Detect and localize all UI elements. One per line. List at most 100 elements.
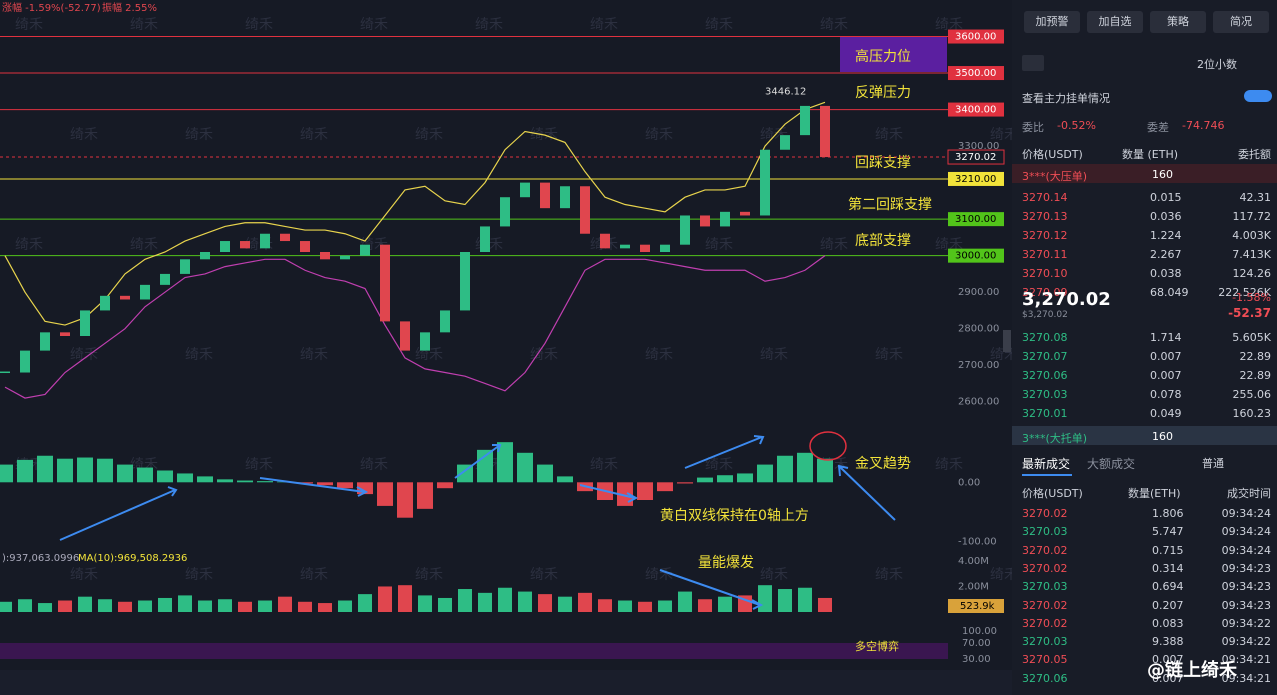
asks-cell: 1.224 [1150, 229, 1182, 242]
volume-bar [778, 589, 792, 612]
macd-bar [237, 480, 253, 483]
vol-ma10: MA(10):969,508.2936 [78, 553, 187, 564]
volume-bar [418, 595, 432, 612]
bids-cell: 3270.07 [1022, 350, 1068, 363]
trade-cell: 09:34:22 [1221, 616, 1271, 630]
asks-cell: 3270.09 [1022, 286, 1068, 299]
candle [700, 215, 710, 227]
watermark: 绮禾 [590, 17, 618, 33]
tab[interactable]: 大额成交 [1087, 457, 1136, 471]
candle [640, 244, 650, 252]
candle [160, 273, 170, 285]
macd-bar [457, 464, 473, 483]
trade-cell: 09:34:23 [1221, 561, 1271, 575]
bids-cell: 3270.01 [1022, 407, 1068, 420]
button[interactable]: 加预警 [1024, 11, 1080, 33]
y-tick-label: 2800.00 [958, 324, 999, 335]
macd-bar [697, 477, 713, 483]
watermark: 绮禾 [475, 17, 503, 33]
toggle[interactable] [1244, 90, 1272, 102]
candle [820, 105, 830, 158]
arrow [659, 569, 764, 610]
change-text: 涨幅 -1.59%(-52.77) [2, 1, 101, 14]
level-label-bg [948, 171, 1004, 186]
volume-bar [378, 586, 392, 612]
trade-cell: 09:34:24 [1221, 507, 1271, 520]
highlight-circle [809, 431, 847, 461]
volume-bar [498, 587, 512, 612]
last-price: 3,270.02 [1022, 289, 1111, 310]
macd-bar [497, 442, 513, 483]
watermark: 绮禾 [705, 17, 733, 33]
candle [440, 310, 450, 333]
bids-cell: 0.049 [1150, 407, 1182, 420]
watermark: 绮禾 [760, 347, 788, 363]
y-tick-label: 2600.00 [958, 397, 999, 408]
volume-bar [458, 589, 472, 612]
level-label-bg [948, 212, 1004, 227]
bids-cell: 22.89 [1239, 369, 1272, 382]
volume-bar [38, 603, 52, 612]
button[interactable]: 策略 [1150, 11, 1206, 33]
decimals[interactable]: 2位小数 [1197, 58, 1237, 71]
annotation: 量能爆发 [698, 555, 754, 571]
button[interactable]: 加自选 [1087, 11, 1143, 33]
tab[interactable]: 普通 [1202, 457, 1224, 470]
watermark: 绮禾 [70, 567, 98, 583]
vol-ma5: ):937,063.0996 [2, 553, 79, 564]
volume-bar [78, 596, 92, 612]
macd-bar [357, 482, 373, 495]
watermark: 绮禾 [820, 237, 848, 253]
asks-cell: 117.72 [1232, 210, 1272, 223]
volume-bar [198, 600, 212, 612]
trade-cell: 09:34:21 [1221, 653, 1271, 667]
volume-bar [58, 600, 72, 612]
trade-cell: 09:34:23 [1221, 580, 1271, 594]
signature: @链上绮禾 [1147, 660, 1237, 681]
trade-cell: 09:34:23 [1221, 598, 1271, 612]
book-header: 价格(USDT) [1022, 148, 1083, 161]
level-label-bg [948, 66, 1004, 81]
macd-bar [757, 464, 773, 483]
watermark: 绮禾 [130, 17, 158, 33]
big-order-label: 3***(大托单) [1022, 432, 1088, 445]
annotation: 高压力位 [855, 48, 911, 65]
watermark: 绮禾 [245, 457, 273, 473]
candle [40, 332, 50, 351]
volume-bar [18, 599, 32, 612]
watermark: 绮禾 [15, 17, 43, 33]
bids-cell: 3270.03 [1022, 388, 1068, 401]
level-label-bg [948, 29, 1004, 44]
asks-cell: 0.038 [1150, 267, 1182, 280]
trade-cell: 09:34:24 [1221, 525, 1271, 539]
candle [140, 284, 150, 300]
watermark: 绮禾 [990, 567, 1012, 583]
watermark: 绮禾 [415, 127, 443, 143]
bids-cell: 22.89 [1239, 350, 1272, 363]
asks-cell: 4.003K [1232, 229, 1271, 242]
toggle-label[interactable]: 查看主力挂单情况 [1022, 92, 1110, 105]
bids-cell: 255.06 [1232, 388, 1272, 401]
trade-header: 数量(ETH) [1128, 487, 1181, 500]
candle [120, 295, 130, 300]
candle [600, 233, 610, 249]
asks-cell: 3270.13 [1022, 210, 1068, 223]
candle [420, 332, 430, 351]
trade-cell: 3270.02 [1022, 543, 1068, 557]
level-label: 3210.00 [955, 174, 996, 185]
collapse-handle[interactable] [1003, 330, 1011, 352]
volume-bar [538, 594, 552, 612]
asks-cell: 222.526K [1218, 286, 1271, 299]
annotation: 回踩支撑 [855, 155, 911, 171]
candle [360, 244, 370, 256]
candle [580, 186, 590, 234]
icon-row[interactable] [1022, 55, 1044, 71]
bids-cell: 0.078 [1150, 388, 1182, 401]
tab[interactable]: 最新成交 [1022, 457, 1071, 471]
button[interactable]: 简况 [1213, 11, 1269, 33]
candle [400, 321, 410, 351]
level-label: 3600.00 [955, 32, 996, 43]
macd-tick-label: -100.00 [958, 536, 997, 547]
asks-cell: 68.049 [1150, 286, 1189, 299]
candle [340, 255, 350, 260]
